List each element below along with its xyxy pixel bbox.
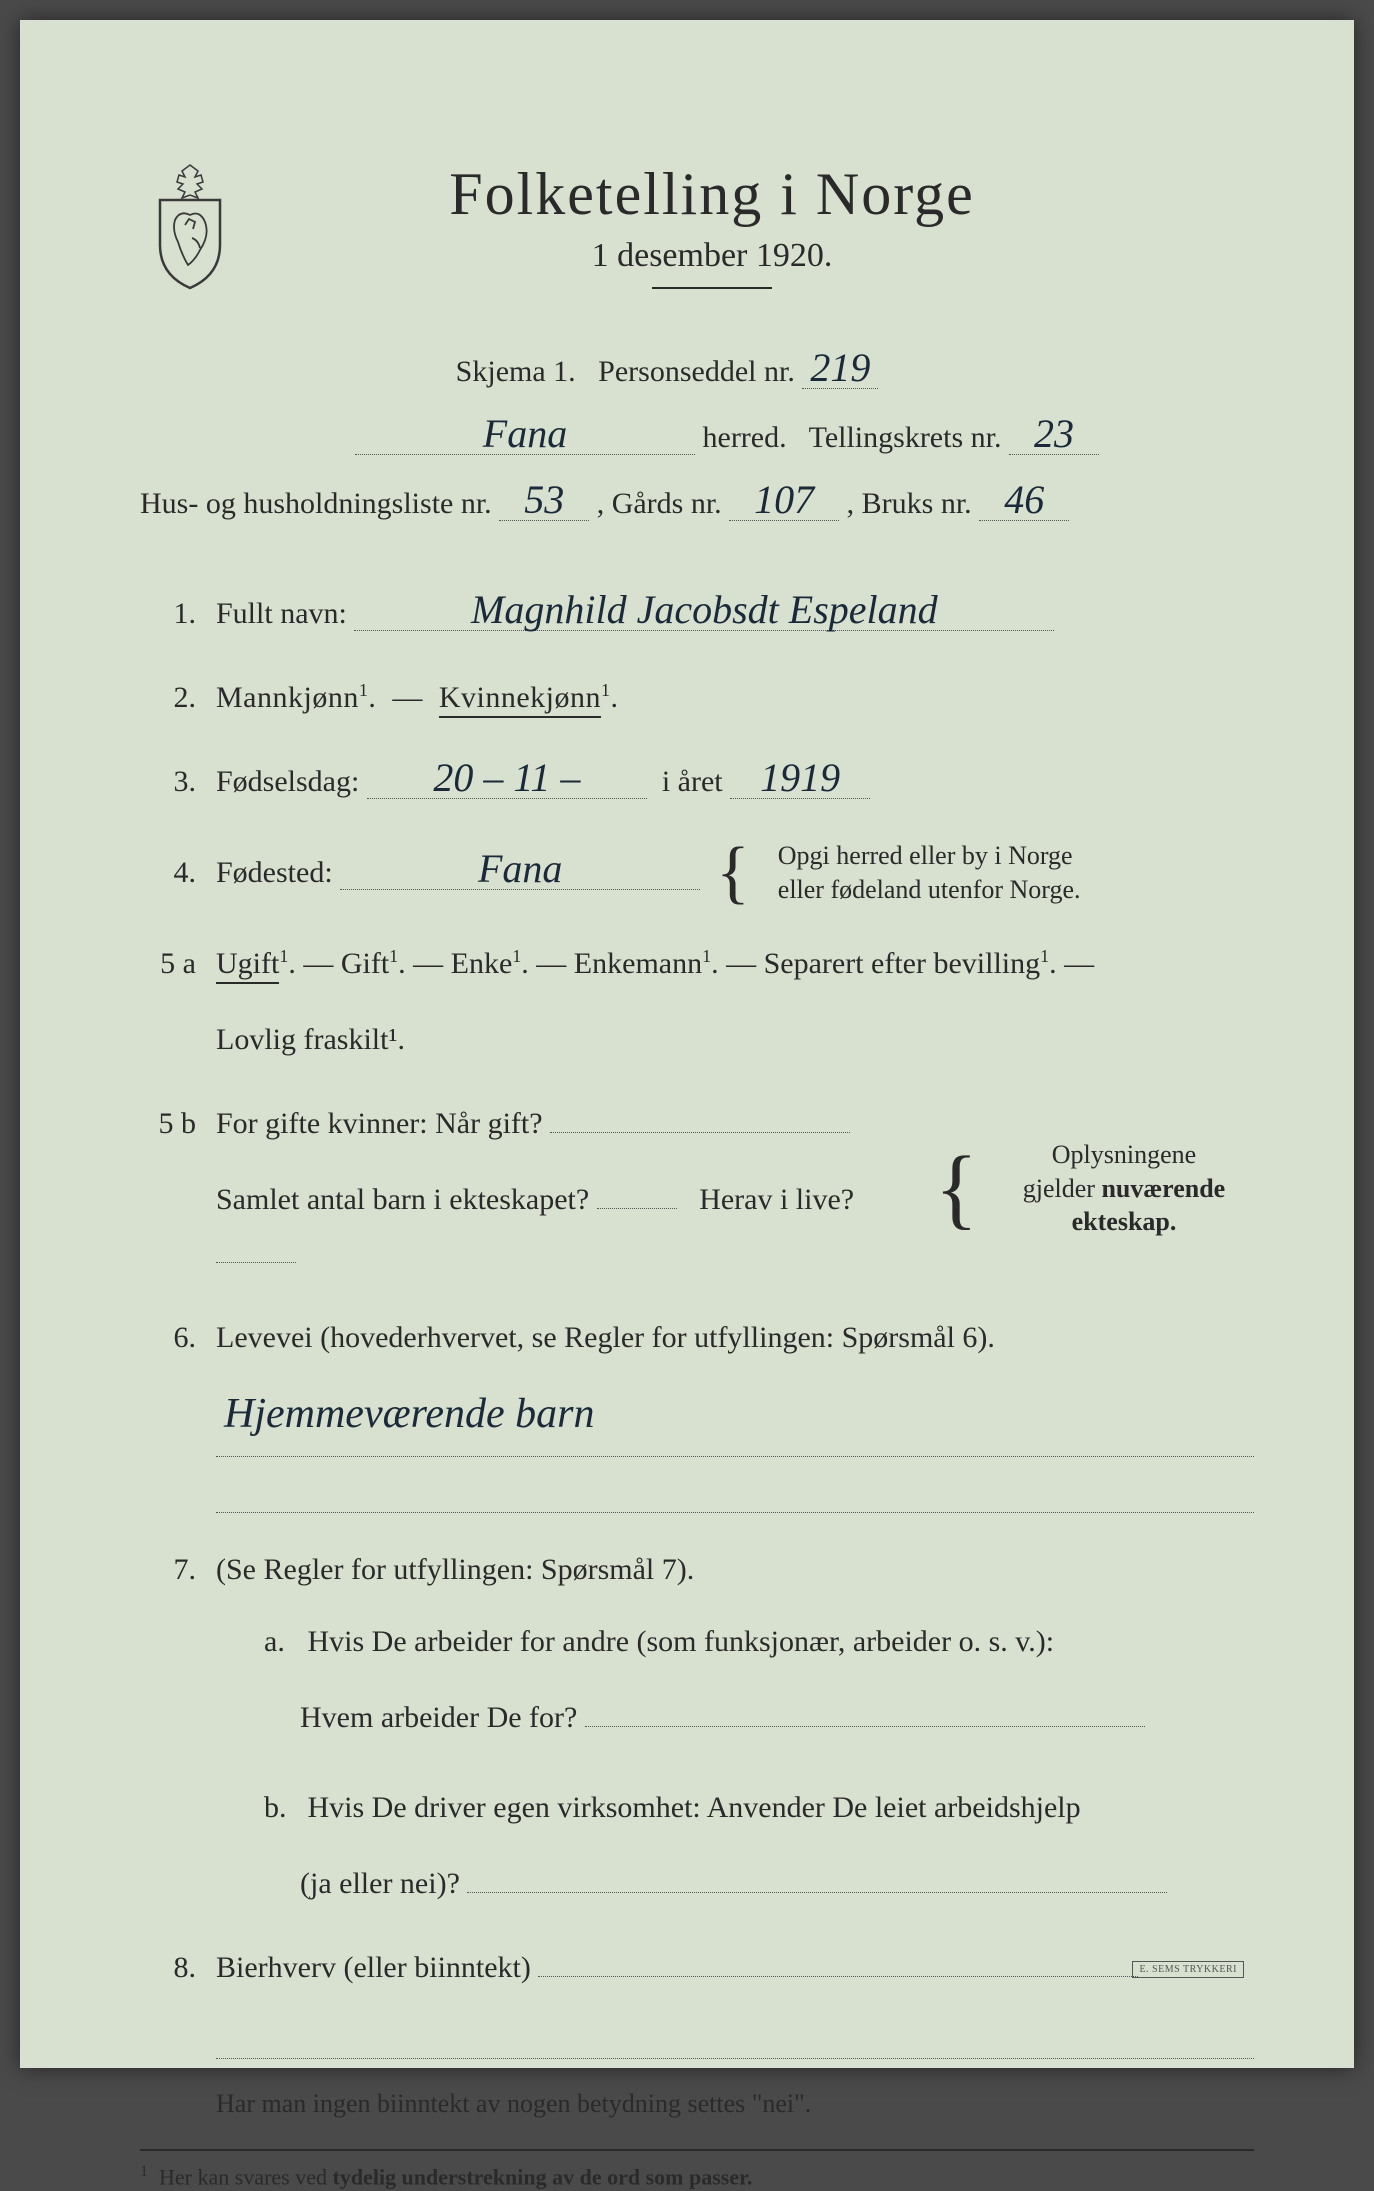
- q1-value: Magnhild Jacobsdt Espeland: [354, 590, 1054, 631]
- q7a: a. Hvis De arbeider for andre (som funks…: [216, 1615, 1254, 1745]
- header: Folketelling i Norge 1 desember 1920.: [140, 160, 1254, 329]
- blank-line: [597, 1179, 677, 1209]
- q3-day: 20 – 11 –: [367, 758, 647, 799]
- bruks-label: , Bruks nr.: [847, 487, 972, 520]
- personseddel-label: Personseddel nr.: [598, 355, 795, 388]
- questions: 1. Fullt navn: Magnhild Jacobsdt Espelan…: [140, 587, 1254, 2191]
- q-num: 3.: [140, 765, 196, 799]
- q7-label: (Se Regler for utfyllingen: Spørsmål 7).: [216, 1553, 694, 1586]
- blank-line: [467, 1863, 1167, 1893]
- q6-value: Hjemmeværende barn: [216, 1373, 1254, 1458]
- q8-label: Bierhverv (eller biinntekt): [216, 1951, 531, 1984]
- blank-line: [216, 1483, 1254, 1513]
- skjema-label: Skjema 1.: [456, 355, 576, 388]
- brace-icon: {: [935, 1166, 978, 1211]
- q5b-l2a: Samlet antal barn i ekteskapet?: [216, 1183, 589, 1216]
- gards-nr: 107: [729, 480, 839, 521]
- footnote: 1 Her kan svares ved tydelig understrekn…: [140, 2163, 1254, 2190]
- q5b-l1: For gifte kvinner: Når gift?: [216, 1107, 543, 1140]
- brace-icon: {: [716, 855, 750, 890]
- q2-mann: Mannkjønn: [216, 681, 359, 714]
- meta-line-3: Hus- og husholdningsliste nr. 53 , Gårds…: [140, 471, 1254, 537]
- q2: 2. Mannkjønn1. — Kvinnekjønn1.: [140, 671, 1254, 725]
- q-num: 7.: [140, 1553, 196, 1587]
- blank-line: [216, 1233, 296, 1263]
- coat-of-arms-icon: [140, 160, 240, 290]
- meta-block: Skjema 1. Personseddel nr. 219 Fana herr…: [140, 339, 1254, 537]
- title-rule: [652, 287, 772, 289]
- title-block: Folketelling i Norge 1 desember 1920.: [270, 160, 1254, 329]
- herred-label: herred.: [703, 421, 787, 454]
- q-num: 5 b: [140, 1107, 196, 1141]
- q6-label: Levevei (hovederhvervet, se Regler for u…: [216, 1321, 995, 1354]
- q5b: 5 b For gifte kvinner: Når gift? Samlet …: [140, 1097, 1254, 1281]
- blank-line: [550, 1103, 850, 1133]
- q5a-line2: Lovlig fraskilt¹.: [216, 1013, 1254, 1067]
- subtitle: 1 desember 1920.: [270, 237, 1154, 275]
- personseddel-nr: 219: [802, 348, 878, 389]
- blank-line: [585, 1697, 1145, 1727]
- bottom-note: Har man ingen biinntekt av nogen betydni…: [140, 2089, 1254, 2119]
- q7b: b. Hvis De driver egen virksomhet: Anven…: [216, 1781, 1254, 1911]
- hus-nr: 53: [499, 480, 589, 521]
- q1-label: Fullt navn:: [216, 597, 347, 630]
- blank-line: [216, 2029, 1254, 2059]
- gards-label: , Gårds nr.: [597, 487, 722, 520]
- q-num: 6.: [140, 1321, 196, 1355]
- q-num: 1.: [140, 597, 196, 631]
- main-title: Folketelling i Norge: [270, 160, 1154, 229]
- q4-value: Fana: [340, 849, 700, 890]
- q1: 1. Fullt navn: Magnhild Jacobsdt Espelan…: [140, 587, 1254, 641]
- footnote-rule: [140, 2149, 1254, 2151]
- bruks-nr: 46: [979, 480, 1069, 521]
- q2-kvinne: Kvinnekjønn: [439, 681, 601, 718]
- q3-year-label: i året: [662, 765, 723, 798]
- q-num: 2.: [140, 681, 196, 715]
- q7: 7. (Se Regler for utfyllingen: Spørsmål …: [140, 1543, 1254, 1911]
- tellingskrets-nr: 23: [1009, 414, 1099, 455]
- blank-line: [538, 1947, 1138, 1977]
- census-form-page: Folketelling i Norge 1 desember 1920. Sk…: [20, 20, 1354, 2068]
- q-num: 4.: [140, 856, 196, 890]
- q5b-note: Oplysningene gjelder nuværende ekteskap.: [994, 1138, 1254, 1239]
- q8: 8. Bierhverv (eller biinntekt): [140, 1941, 1254, 2059]
- q5a: 5 a Ugift1. — Gift1. — Enke1. — Enkemann…: [140, 937, 1254, 1067]
- tellingskrets-label: Tellingskrets nr.: [809, 421, 1002, 454]
- printer-mark: E. SEMS TRYKKERI: [1132, 1961, 1244, 1978]
- q3-year: 1919: [730, 758, 870, 799]
- q4-label: Fødested:: [216, 856, 333, 889]
- herred-value: Fana: [355, 414, 695, 455]
- q-num: 8.: [140, 1951, 196, 1985]
- q3: 3. Fødselsdag: 20 – 11 – i året 1919: [140, 755, 1254, 809]
- q4-note: Opgi herred eller by i Norge eller fødel…: [778, 839, 1081, 907]
- q5a-ugift: Ugift: [216, 947, 279, 984]
- q6: 6. Levevei (hovederhvervet, se Regler fo…: [140, 1311, 1254, 1514]
- meta-line-1: Skjema 1. Personseddel nr. 219: [140, 339, 1254, 405]
- q3-label: Fødselsdag:: [216, 765, 359, 798]
- meta-line-2: Fana herred. Tellingskrets nr. 23: [140, 405, 1254, 471]
- q4: 4. Fødested: Fana { Opgi herred eller by…: [140, 839, 1254, 907]
- hus-label: Hus- og husholdningsliste nr.: [140, 487, 492, 520]
- q5b-l2b: Herav i live?: [699, 1183, 854, 1216]
- q-num: 5 a: [140, 947, 196, 981]
